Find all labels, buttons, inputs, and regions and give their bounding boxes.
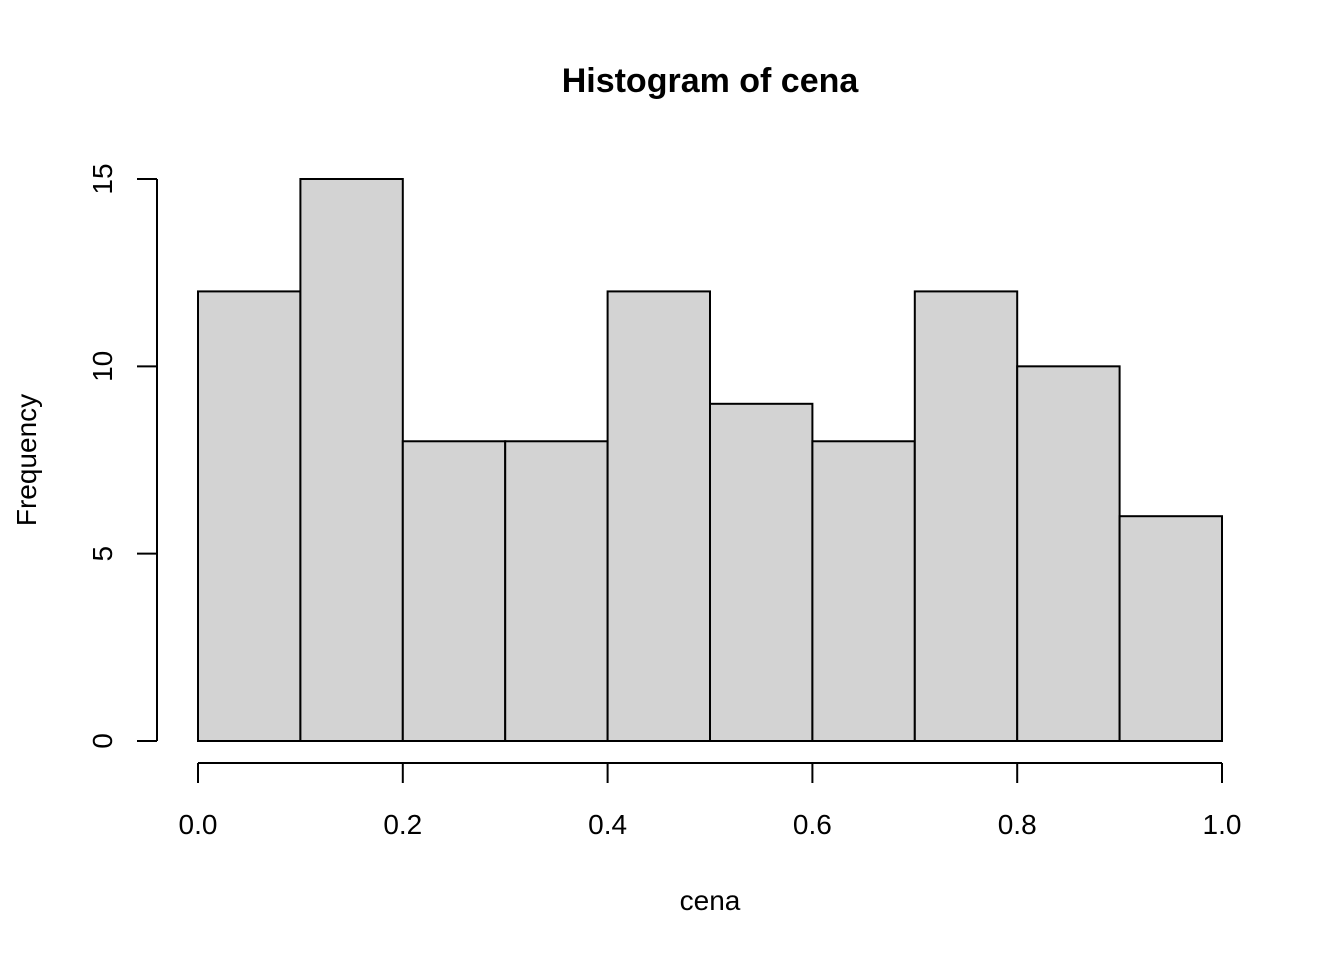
histogram-bar-3	[401, 440, 507, 742]
histogram-bar-1	[197, 290, 302, 742]
histogram-bar-4	[504, 440, 609, 742]
y-tick-label: 0	[87, 733, 118, 749]
y-tick-label: 5	[87, 546, 118, 562]
histogram-bar-8	[913, 290, 1019, 742]
histogram-bar-5	[606, 290, 711, 742]
y-tick-label: 10	[87, 351, 118, 382]
x-axis-label: cena	[680, 885, 741, 916]
x-tick-label: 1.0	[1203, 809, 1242, 840]
histogram-bar-7	[811, 440, 916, 742]
y-tick-label: 15	[87, 163, 118, 194]
histogram-bar-9	[1016, 365, 1121, 742]
x-tick-label: 0.8	[998, 809, 1037, 840]
x-tick-label: 0.0	[179, 809, 218, 840]
chart-title: Histogram of cena	[562, 62, 860, 100]
x-tick-label: 0.2	[383, 809, 422, 840]
histogram-bar-10	[1118, 515, 1223, 743]
x-tick-label: 0.6	[793, 809, 832, 840]
x-axis: 0.0 0.2 0.4 0.6 0.8 1.0	[179, 762, 1242, 840]
y-axis: 0 5 10 15	[87, 163, 158, 749]
bars-group	[197, 178, 1223, 743]
y-axis-label: Frequency	[11, 394, 42, 526]
x-tick-label: 0.4	[588, 809, 627, 840]
histogram-bar-6	[709, 402, 814, 742]
histogram-bar-2	[299, 178, 404, 742]
